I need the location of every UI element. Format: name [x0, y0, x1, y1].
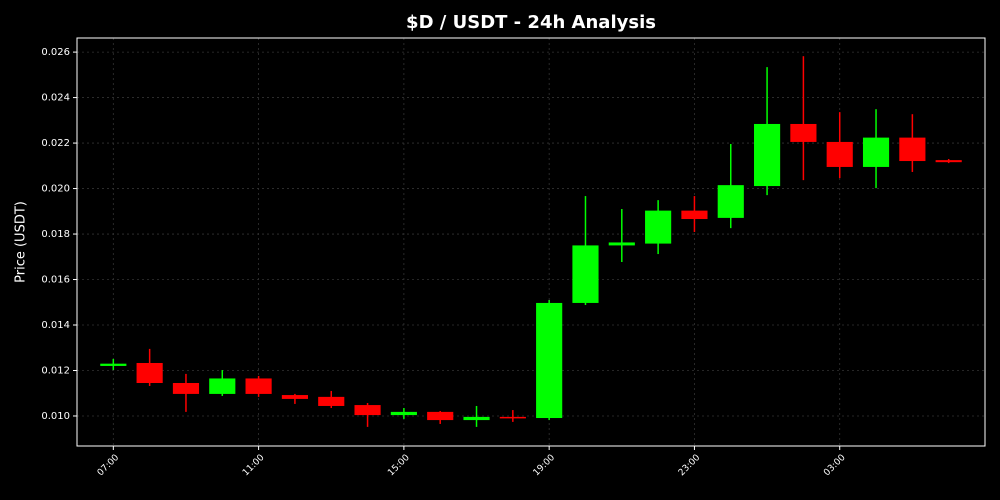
y-tick-label: 0.016: [41, 275, 70, 286]
candle-body: [862, 137, 890, 167]
candle-body: [245, 378, 272, 394]
candle-body: [935, 160, 962, 163]
y-tick-label: 0.020: [41, 184, 70, 195]
candle-body: [427, 411, 454, 421]
candle-body: [318, 396, 345, 406]
chart-title: $D / USDT - 24h Analysis: [406, 12, 656, 33]
y-tick-label: 0.012: [41, 365, 70, 376]
candle-body: [572, 245, 599, 303]
candle-body: [645, 210, 672, 244]
candle-body: [790, 123, 817, 142]
candle-body: [754, 123, 781, 187]
candle-body: [172, 383, 200, 394]
candle-body: [209, 378, 236, 394]
y-tick-label: 0.024: [41, 93, 70, 104]
candle-body: [499, 416, 526, 419]
candle-body: [681, 210, 708, 220]
y-tick-label: 0.018: [41, 229, 70, 240]
candle-body: [281, 395, 308, 399]
y-axis-label: Price (USDT): [14, 201, 29, 283]
candle-body: [608, 242, 635, 246]
candle-body: [463, 416, 490, 421]
y-tick-label: 0.010: [41, 411, 70, 422]
candle-body: [826, 141, 853, 167]
candle-body: [536, 302, 563, 419]
candle-body: [899, 137, 926, 162]
y-tick-label: 0.014: [41, 320, 70, 331]
candle-body: [100, 363, 127, 366]
plot-frame: [76, 37, 986, 447]
candle-body: [136, 362, 163, 384]
candle-body: [717, 185, 744, 218]
y-tick-label: 0.022: [41, 138, 70, 149]
candle-body: [354, 405, 381, 416]
y-tick-label: 0.026: [41, 47, 70, 58]
candle-body: [390, 411, 417, 416]
